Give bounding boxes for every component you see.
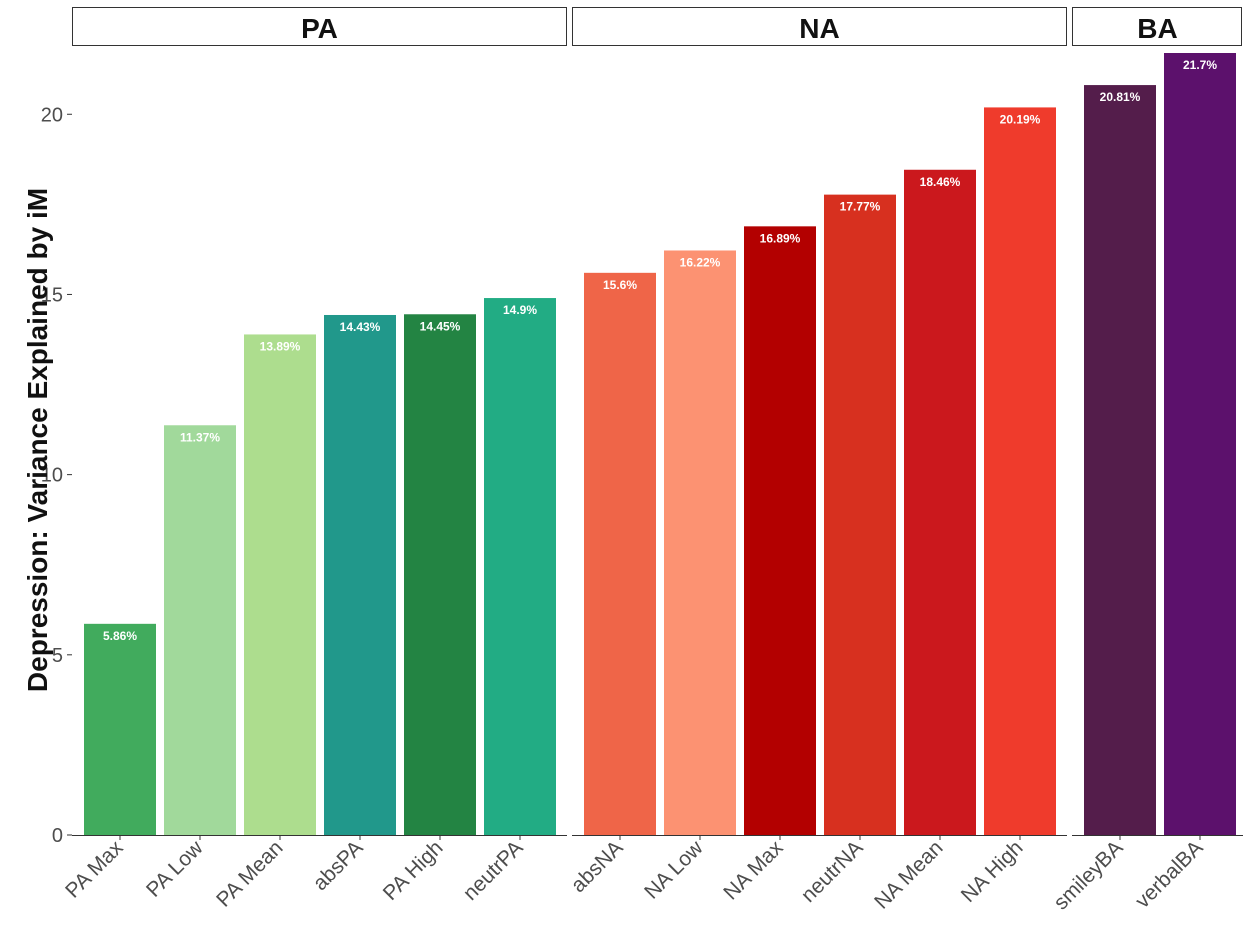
x-tick-label: NA Mean: [870, 836, 947, 913]
bar-value-label: 14.45%: [420, 319, 461, 333]
bar: [904, 169, 976, 835]
bar-value-label: 13.89%: [260, 339, 301, 353]
x-tick-label: NA Low: [640, 836, 708, 904]
x-tick-label: PA Mean: [212, 836, 287, 911]
x-tick-label: neutrPA: [459, 836, 528, 905]
x-tick-label: NA High: [957, 836, 1028, 907]
bar-value-label: 5.86%: [103, 629, 137, 643]
bar: [84, 623, 156, 835]
bar-value-label: 20.19%: [1000, 112, 1041, 126]
facet-panel-na: NA 15.6% absNA 16.22% NA Low 16.89% NA Max 17.7…: [567, 7, 1067, 914]
bar-value-label: 20.81%: [1100, 90, 1141, 104]
bar-value-label: 16.89%: [760, 231, 801, 245]
bar-value-label: 14.9%: [503, 303, 537, 317]
bar: [324, 314, 396, 835]
x-tick-label: absPA: [309, 836, 368, 895]
y-axis: 0 5 10 15 20: [41, 104, 72, 847]
bar: [584, 272, 656, 835]
y-tick-label: 20: [41, 104, 63, 126]
y-tick-label: 0: [52, 825, 63, 847]
bar: [1084, 85, 1156, 835]
bar: [164, 425, 236, 835]
bar-value-label: 14.43%: [340, 320, 381, 334]
facet-title: PA: [301, 13, 338, 44]
bar: [244, 334, 316, 835]
bar-value-label: 11.37%: [180, 430, 220, 444]
facet-panel-pa: PA 5.86% PA Max 11.37% PA Low 13.89% PA Mean 14…: [61, 7, 567, 912]
facet-strip: [72, 7, 567, 46]
x-tick-label: NA Max: [719, 836, 788, 905]
facet-panels: PA 5.86% PA Max 11.37% PA Low 13.89% PA Mean 14…: [61, 7, 1243, 914]
bar-value-label: 18.46%: [920, 175, 961, 189]
x-tick-label: PA Low: [142, 836, 208, 902]
facet-strip: [1072, 7, 1242, 46]
facet-strip: [572, 7, 1067, 46]
x-tick-label: absNA: [567, 836, 628, 897]
x-tick-label: PA High: [379, 836, 448, 905]
y-tick-label: 15: [41, 284, 63, 306]
bar: [484, 298, 556, 836]
facet-title: BA: [1137, 13, 1177, 44]
facet-title: NA: [799, 13, 839, 44]
bar-value-label: 16.22%: [680, 255, 721, 269]
bar: [984, 107, 1056, 836]
y-tick-label: 10: [41, 465, 63, 487]
bar-value-label: 17.77%: [840, 200, 881, 214]
bar: [664, 250, 736, 835]
x-tick-label: PA Max: [61, 836, 128, 903]
bar: [824, 194, 896, 835]
x-tick-label: smileyBA: [1049, 836, 1127, 914]
facet-panel-ba: BA 20.81% smileyBA 21.7% verbalBA: [1049, 7, 1243, 914]
bar: [744, 226, 816, 835]
bar: [404, 314, 476, 835]
x-tick-label: neutrNA: [797, 836, 868, 907]
y-axis-title: Depression: Variance Explained by iM: [22, 188, 53, 692]
bar: [1164, 53, 1236, 835]
bar-value-label: 15.6%: [603, 278, 637, 292]
x-tick-label: verbalBA: [1131, 836, 1208, 913]
bar-value-label: 21.7%: [1183, 58, 1217, 72]
y-tick-label: 5: [52, 645, 63, 667]
